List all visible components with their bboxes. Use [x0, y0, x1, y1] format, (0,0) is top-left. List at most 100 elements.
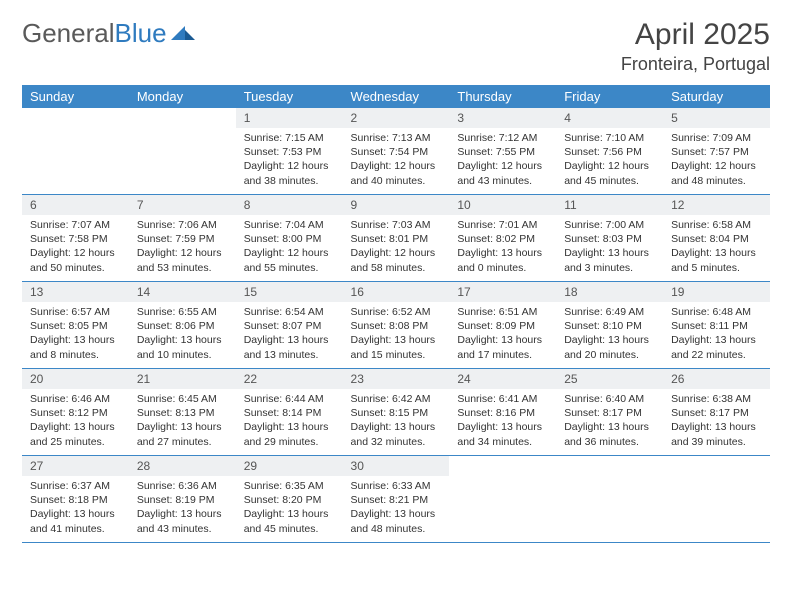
sunrise-text: Sunrise: 7:03 AM	[351, 218, 442, 232]
daylight-text: Daylight: 13 hours and 32 minutes.	[351, 420, 442, 448]
sunrise-text: Sunrise: 6:33 AM	[351, 479, 442, 493]
sunset-text: Sunset: 8:09 PM	[457, 319, 548, 333]
day-number: 4	[556, 108, 663, 128]
day-details: Sunrise: 6:42 AMSunset: 8:15 PMDaylight:…	[343, 389, 450, 453]
sunrise-text: Sunrise: 7:12 AM	[457, 131, 548, 145]
day-details: Sunrise: 6:35 AMSunset: 8:20 PMDaylight:…	[236, 476, 343, 540]
daylight-text: Daylight: 12 hours and 50 minutes.	[30, 246, 121, 274]
logo-mark-icon	[171, 18, 197, 49]
day-number: 23	[343, 369, 450, 389]
day-details: Sunrise: 6:52 AMSunset: 8:08 PMDaylight:…	[343, 302, 450, 366]
day-number: 14	[129, 282, 236, 302]
sunset-text: Sunset: 8:14 PM	[244, 406, 335, 420]
calendar-day-cell: 1Sunrise: 7:15 AMSunset: 7:53 PMDaylight…	[236, 108, 343, 195]
page-title: April 2025	[621, 18, 770, 52]
sunset-text: Sunset: 7:59 PM	[137, 232, 228, 246]
day-number: 13	[22, 282, 129, 302]
weekday-header: Saturday	[663, 85, 770, 108]
calendar-week-row: 20Sunrise: 6:46 AMSunset: 8:12 PMDayligh…	[22, 369, 770, 456]
day-number: 20	[22, 369, 129, 389]
daylight-text: Daylight: 13 hours and 45 minutes.	[244, 507, 335, 535]
sunrise-text: Sunrise: 6:44 AM	[244, 392, 335, 406]
calendar-day-cell: 15Sunrise: 6:54 AMSunset: 8:07 PMDayligh…	[236, 282, 343, 369]
sunset-text: Sunset: 8:18 PM	[30, 493, 121, 507]
calendar-day-cell: 21Sunrise: 6:45 AMSunset: 8:13 PMDayligh…	[129, 369, 236, 456]
sunrise-text: Sunrise: 6:57 AM	[30, 305, 121, 319]
sunset-text: Sunset: 8:11 PM	[671, 319, 762, 333]
calendar-day-cell: 4Sunrise: 7:10 AMSunset: 7:56 PMDaylight…	[556, 108, 663, 195]
day-details: Sunrise: 6:38 AMSunset: 8:17 PMDaylight:…	[663, 389, 770, 453]
calendar-day-cell: 26Sunrise: 6:38 AMSunset: 8:17 PMDayligh…	[663, 369, 770, 456]
calendar-week-row: 27Sunrise: 6:37 AMSunset: 8:18 PMDayligh…	[22, 456, 770, 543]
daylight-text: Daylight: 13 hours and 41 minutes.	[30, 507, 121, 535]
sunrise-text: Sunrise: 7:06 AM	[137, 218, 228, 232]
day-number: 5	[663, 108, 770, 128]
brand-part2: Blue	[115, 18, 167, 49]
daylight-text: Daylight: 12 hours and 55 minutes.	[244, 246, 335, 274]
calendar-day-cell	[129, 108, 236, 195]
sunset-text: Sunset: 7:57 PM	[671, 145, 762, 159]
daylight-text: Daylight: 13 hours and 5 minutes.	[671, 246, 762, 274]
day-details: Sunrise: 7:15 AMSunset: 7:53 PMDaylight:…	[236, 128, 343, 192]
day-number: 29	[236, 456, 343, 476]
sunset-text: Sunset: 7:55 PM	[457, 145, 548, 159]
sunrise-text: Sunrise: 6:41 AM	[457, 392, 548, 406]
calendar-day-cell	[22, 108, 129, 195]
calendar-day-cell: 11Sunrise: 7:00 AMSunset: 8:03 PMDayligh…	[556, 195, 663, 282]
sunset-text: Sunset: 7:54 PM	[351, 145, 442, 159]
day-details: Sunrise: 6:55 AMSunset: 8:06 PMDaylight:…	[129, 302, 236, 366]
daylight-text: Daylight: 13 hours and 17 minutes.	[457, 333, 548, 361]
sunset-text: Sunset: 8:04 PM	[671, 232, 762, 246]
calendar-day-cell: 28Sunrise: 6:36 AMSunset: 8:19 PMDayligh…	[129, 456, 236, 543]
sunrise-text: Sunrise: 7:01 AM	[457, 218, 548, 232]
weekday-header: Wednesday	[343, 85, 450, 108]
day-number: 12	[663, 195, 770, 215]
day-number: 27	[22, 456, 129, 476]
day-number: 22	[236, 369, 343, 389]
weekday-header-row: Sunday Monday Tuesday Wednesday Thursday…	[22, 85, 770, 108]
calendar-day-cell: 24Sunrise: 6:41 AMSunset: 8:16 PMDayligh…	[449, 369, 556, 456]
day-details: Sunrise: 7:12 AMSunset: 7:55 PMDaylight:…	[449, 128, 556, 192]
day-details: Sunrise: 7:03 AMSunset: 8:01 PMDaylight:…	[343, 215, 450, 279]
page-header: GeneralBlue April 2025 Fronteira, Portug…	[22, 18, 770, 75]
weekday-header: Monday	[129, 85, 236, 108]
calendar-day-cell: 22Sunrise: 6:44 AMSunset: 8:14 PMDayligh…	[236, 369, 343, 456]
calendar-day-cell: 6Sunrise: 7:07 AMSunset: 7:58 PMDaylight…	[22, 195, 129, 282]
sunrise-text: Sunrise: 6:48 AM	[671, 305, 762, 319]
brand-part1: General	[22, 18, 115, 49]
day-number: 11	[556, 195, 663, 215]
calendar-day-cell: 23Sunrise: 6:42 AMSunset: 8:15 PMDayligh…	[343, 369, 450, 456]
calendar-day-cell: 2Sunrise: 7:13 AMSunset: 7:54 PMDaylight…	[343, 108, 450, 195]
title-block: April 2025 Fronteira, Portugal	[621, 18, 770, 75]
sunrise-text: Sunrise: 6:52 AM	[351, 305, 442, 319]
weekday-header: Tuesday	[236, 85, 343, 108]
day-details: Sunrise: 7:00 AMSunset: 8:03 PMDaylight:…	[556, 215, 663, 279]
daylight-text: Daylight: 13 hours and 13 minutes.	[244, 333, 335, 361]
sunset-text: Sunset: 8:17 PM	[564, 406, 655, 420]
sunrise-text: Sunrise: 6:55 AM	[137, 305, 228, 319]
calendar-day-cell: 12Sunrise: 6:58 AMSunset: 8:04 PMDayligh…	[663, 195, 770, 282]
day-number: 24	[449, 369, 556, 389]
day-details: Sunrise: 6:54 AMSunset: 8:07 PMDaylight:…	[236, 302, 343, 366]
sunset-text: Sunset: 8:16 PM	[457, 406, 548, 420]
sunset-text: Sunset: 8:02 PM	[457, 232, 548, 246]
calendar-day-cell	[449, 456, 556, 543]
day-number: 30	[343, 456, 450, 476]
day-number: 3	[449, 108, 556, 128]
sunrise-text: Sunrise: 6:38 AM	[671, 392, 762, 406]
sunset-text: Sunset: 8:13 PM	[137, 406, 228, 420]
daylight-text: Daylight: 12 hours and 38 minutes.	[244, 159, 335, 187]
daylight-text: Daylight: 12 hours and 58 minutes.	[351, 246, 442, 274]
sunrise-text: Sunrise: 7:15 AM	[244, 131, 335, 145]
day-number: 15	[236, 282, 343, 302]
daylight-text: Daylight: 13 hours and 15 minutes.	[351, 333, 442, 361]
daylight-text: Daylight: 13 hours and 8 minutes.	[30, 333, 121, 361]
calendar-day-cell: 29Sunrise: 6:35 AMSunset: 8:20 PMDayligh…	[236, 456, 343, 543]
calendar-day-cell: 27Sunrise: 6:37 AMSunset: 8:18 PMDayligh…	[22, 456, 129, 543]
day-number: 1	[236, 108, 343, 128]
day-details: Sunrise: 6:51 AMSunset: 8:09 PMDaylight:…	[449, 302, 556, 366]
sunset-text: Sunset: 8:21 PM	[351, 493, 442, 507]
location-label: Fronteira, Portugal	[621, 54, 770, 75]
daylight-text: Daylight: 13 hours and 39 minutes.	[671, 420, 762, 448]
day-number: 7	[129, 195, 236, 215]
